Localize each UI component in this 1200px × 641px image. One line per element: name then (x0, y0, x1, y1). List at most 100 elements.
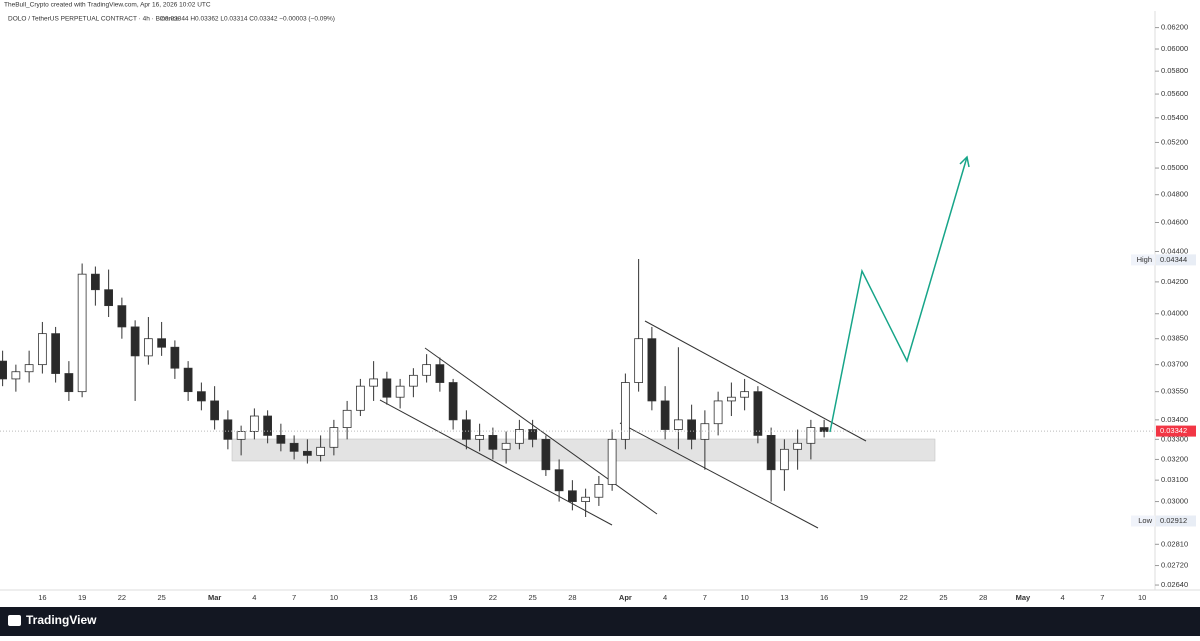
candle-body (740, 391, 750, 398)
candle-body (91, 273, 100, 291)
brand-name: TradingView (26, 613, 97, 627)
candle-body (223, 419, 233, 440)
candle-body (369, 378, 378, 387)
last-price-badge (1156, 425, 1196, 437)
candle-body (647, 338, 657, 402)
y-tick-label: 0.03850 (1161, 334, 1188, 343)
y-tick-label: 0.03700 (1161, 360, 1188, 369)
y-tick-label: 0.06200 (1161, 23, 1188, 32)
x-tick-label: 16 (820, 593, 828, 602)
y-tick-label: 0.04200 (1161, 277, 1188, 286)
candle-body (660, 400, 670, 430)
y-tick-label: 0.03300 (1161, 434, 1188, 443)
y-tick-label: 0.05600 (1161, 89, 1188, 98)
candle-body (170, 346, 180, 369)
y-tick-label: 0.04000 (1161, 309, 1188, 318)
symbol-line: DOLO / TetherUS PERPETUAL CONTRACT · 4h … (8, 16, 179, 23)
candle-body (0, 360, 7, 380)
y-tick-label: 0.03550 (1161, 387, 1188, 396)
candle-body (329, 427, 339, 448)
x-tick-label: 22 (489, 593, 497, 602)
candle-body (263, 415, 272, 436)
x-tick-label: 25 (528, 593, 536, 602)
candle-body (51, 333, 61, 374)
x-tick-label: 7 (292, 593, 296, 602)
candle-body (793, 442, 803, 450)
marker-name: High (1137, 255, 1152, 264)
y-tick-label: 0.05000 (1161, 163, 1188, 172)
x-tick-label: 13 (369, 593, 377, 602)
x-tick-label: 28 (979, 593, 987, 602)
y-tick-label: 0.03100 (1161, 475, 1188, 484)
x-tick-label: 16 (409, 593, 417, 602)
marker-label: 0.02912 (1160, 516, 1187, 525)
x-tick-label: 4 (1061, 593, 1065, 602)
author-line: TheBull_Crypto created with TradingView.… (4, 2, 211, 9)
candle-body (780, 448, 789, 471)
y-tick-label: 0.05800 (1161, 66, 1188, 75)
candle-body (713, 400, 723, 425)
drawings (231, 155, 970, 529)
marker-label: 0.04344 (1160, 255, 1187, 264)
candle-body (276, 434, 286, 444)
candle-body (395, 385, 405, 398)
top-bar (0, 0, 1200, 11)
x-tick-label: Apr (619, 593, 632, 602)
x-tick-label: 19 (78, 593, 86, 602)
x-tick-label: 7 (703, 593, 707, 602)
x-tick-label: 19 (449, 593, 457, 602)
x-tick-label: 16 (38, 593, 46, 602)
x-tick-label: 25 (157, 593, 165, 602)
y-tick-label: 0.05200 (1161, 137, 1188, 146)
x-tick-label: May (1016, 593, 1031, 602)
marker-name-box (1131, 254, 1155, 266)
candle-body (302, 450, 312, 456)
x-tick-label: Mar (208, 593, 221, 602)
candle-body (475, 434, 484, 440)
x-tick-label: 25 (939, 593, 947, 602)
y-tick-label: 0.03200 (1161, 454, 1188, 463)
marker-badge (1156, 515, 1196, 527)
candle-body (501, 442, 511, 450)
candle-body (143, 338, 153, 357)
candle-body (422, 364, 431, 376)
marker-name-box (1131, 515, 1155, 527)
candle-body (541, 438, 551, 471)
y-tick-label: 0.04600 (1161, 217, 1188, 226)
marker-name: Low (1138, 516, 1152, 525)
x-tick-label: 4 (252, 593, 256, 602)
candle-body (117, 305, 127, 328)
y-tick-label: 0.06000 (1161, 44, 1188, 53)
candle-body (183, 367, 193, 393)
marker-badge (1156, 254, 1196, 266)
x-tick-label: 4 (663, 593, 667, 602)
x-tick-label: 28 (568, 593, 576, 602)
y-tick-label: 0.02720 (1161, 561, 1188, 570)
candle-body (316, 446, 325, 456)
candle-body (806, 427, 816, 444)
candle-body (581, 496, 591, 502)
footer-bar (0, 607, 1200, 636)
x-tick-label: 22 (899, 593, 907, 602)
y-tick-label: 0.04800 (1161, 190, 1188, 199)
last-price-label: 0.03342 (1160, 426, 1187, 435)
candle-body (249, 415, 259, 432)
candle-body (528, 429, 538, 440)
candle-body (687, 419, 697, 440)
y-tick-label: 0.03400 (1161, 415, 1188, 424)
candle-body (621, 382, 630, 440)
candle-body (435, 364, 445, 383)
y-tick-label: 0.04400 (1161, 247, 1188, 256)
candle-body (448, 382, 458, 421)
y-tick-label: 0.02640 (1161, 580, 1188, 589)
candle-body (130, 326, 140, 357)
candle-body (342, 409, 352, 428)
x-tick-label: 10 (740, 593, 748, 602)
y-tick-label: 0.02810 (1161, 539, 1188, 548)
candle-body (382, 378, 392, 398)
candle-body (634, 338, 644, 383)
candle-body (594, 483, 604, 498)
ohlc-line: O0.03344 H0.03362 L0.03314 C0.03342 −0.0… (160, 16, 335, 23)
